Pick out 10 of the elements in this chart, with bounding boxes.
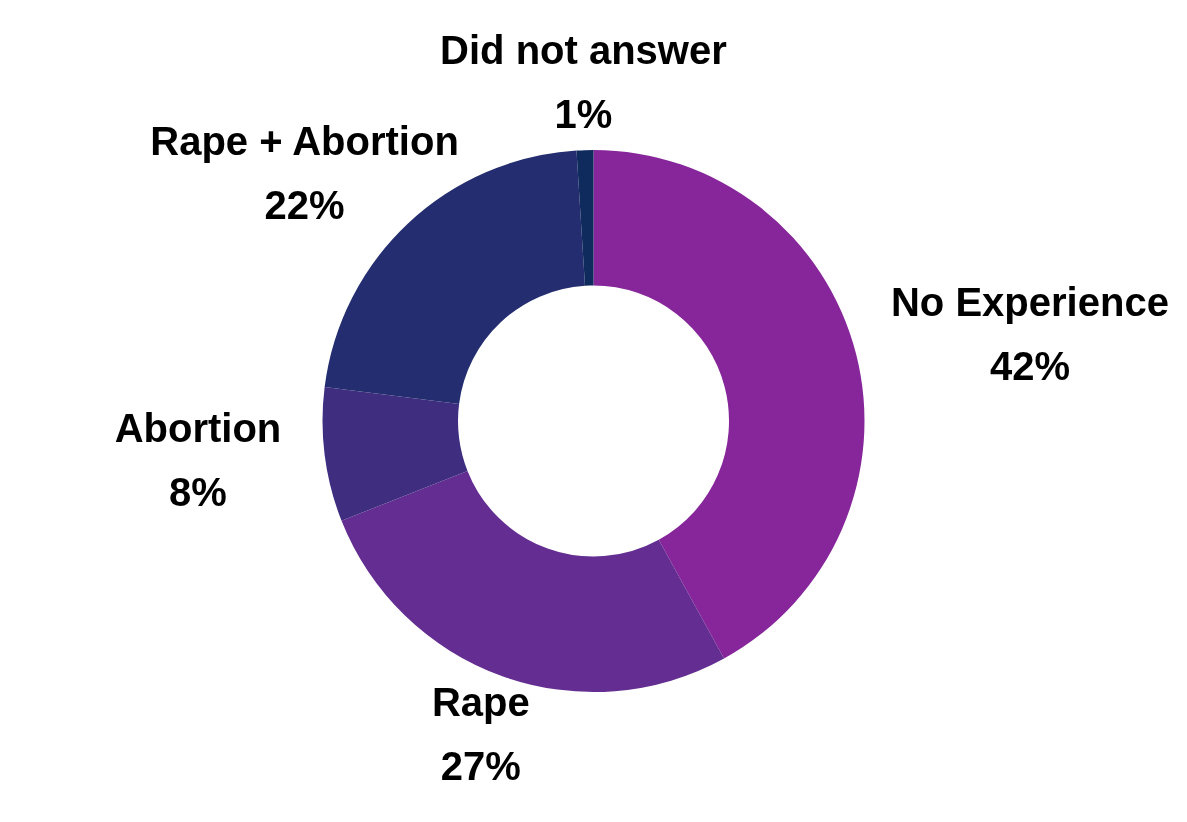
slice-label: No Experience (890, 280, 1169, 325)
slice-label: Abortion (114, 406, 282, 451)
data-label: 22% (264, 183, 345, 228)
data-label: 27% (440, 744, 521, 789)
data-label: 8% (169, 470, 227, 515)
data-label: 42% (989, 344, 1070, 389)
data-label: 1% (554, 92, 613, 137)
slice-label: Did not answer (440, 28, 727, 73)
slice-label: Rape (431, 680, 530, 725)
slice-label: Rape + Abortion (150, 119, 459, 164)
